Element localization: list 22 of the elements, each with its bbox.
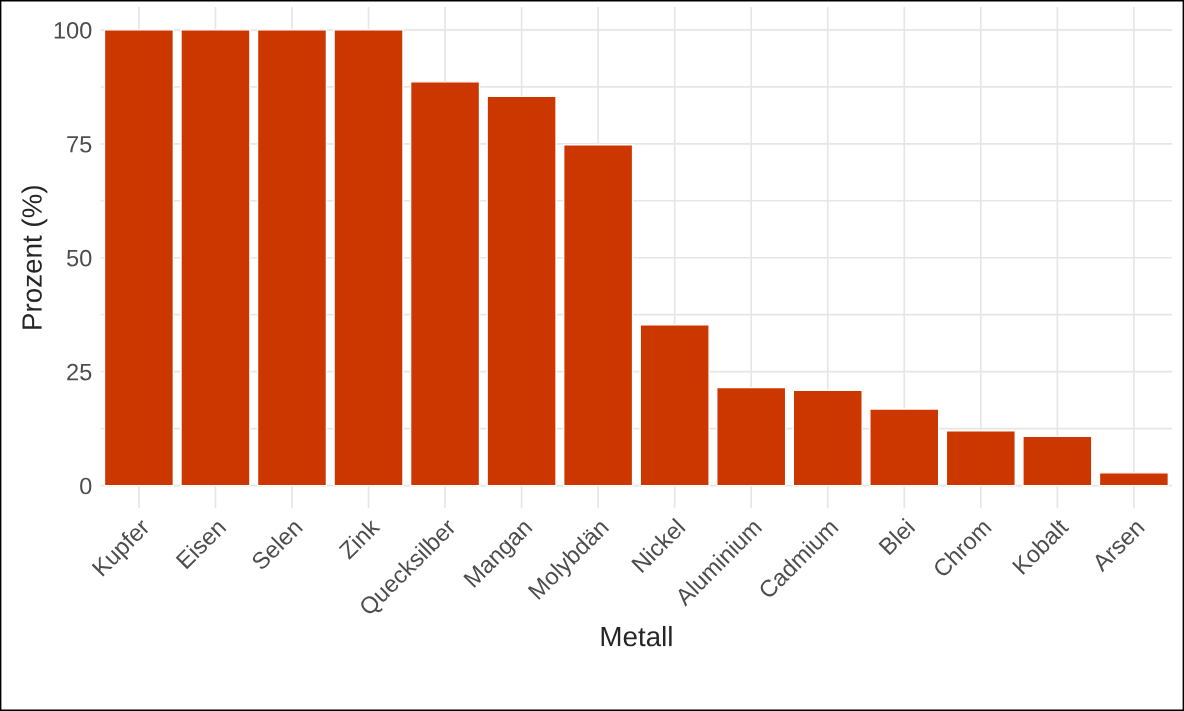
bar xyxy=(1022,435,1093,487)
x-axis-title: Metall xyxy=(601,625,672,647)
bar xyxy=(1098,472,1170,487)
bar xyxy=(639,324,710,487)
y-tick-label: 25 xyxy=(67,363,92,381)
bar xyxy=(562,144,634,487)
x-tick-label: Blei xyxy=(877,517,916,556)
bar xyxy=(333,29,404,487)
bar xyxy=(103,29,175,487)
bar xyxy=(792,389,863,487)
y-tick-label: 75 xyxy=(67,136,92,153)
bar xyxy=(256,29,328,487)
bar xyxy=(945,430,1016,487)
bar xyxy=(486,95,557,487)
bar xyxy=(716,386,787,487)
bar xyxy=(180,29,251,487)
y-tick-label: 100 xyxy=(54,21,92,39)
y-tick-label: 50 xyxy=(66,249,92,267)
bar xyxy=(869,408,940,487)
y-tick-label: 0 xyxy=(80,477,92,495)
bar xyxy=(409,81,481,487)
y-axis-title: Prozent (%) xyxy=(21,186,48,329)
